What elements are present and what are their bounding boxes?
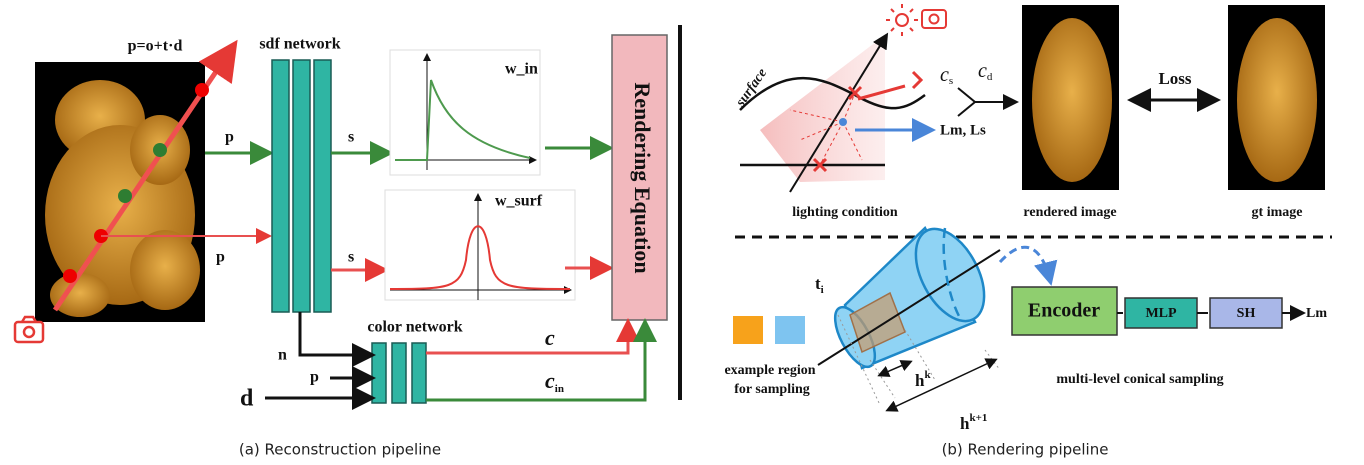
figure: p=o+t·d p p sdf network s s w_in w_surf … [0,0,1364,465]
color-input: p [310,369,319,386]
weight-label: w_in [505,61,538,78]
rendered-image [1022,5,1119,190]
input-label: p [225,129,234,146]
caption: (b) Rendering pipeline [942,441,1109,459]
specular-label: cs [940,64,953,87]
dashed-arrow [1000,247,1050,280]
weight-plot [385,190,575,300]
module-label: MLP [1145,306,1177,321]
panel-label: gt image [1252,205,1303,220]
arrow [300,312,370,355]
loss-label: Loss [1158,69,1191,88]
color-input: n [278,347,287,364]
sample-point [839,118,847,126]
gt-image [1228,5,1325,190]
height-label: hk+1 [960,412,987,433]
sampling-label: multi-level conical sampling [1056,372,1223,387]
module-label: Encoder [1028,300,1100,322]
region-label: for sampling [734,382,810,397]
ray-equation: p=o+t·d [128,38,183,55]
region-swatch [775,316,805,344]
panel-label: lighting condition [792,205,898,220]
region-label: example region [724,363,815,378]
separator [678,25,682,400]
sdf-output: s [348,129,354,146]
camera-icon [15,317,43,342]
surface-label: surface [733,66,770,110]
sdf-output: s [348,249,354,266]
color-output: c [545,325,555,350]
renderer-label: Rendering Equation [630,82,655,273]
sdf-network [272,60,331,312]
caption: (a) Reconstruction pipeline [239,441,441,459]
output-label: Lm [1306,306,1327,321]
module-label: SH [1237,306,1256,321]
region-swatch [733,316,763,344]
color-input: d [240,386,254,412]
sample-label: ti [815,274,824,296]
input-label: p [216,249,225,266]
color-network [372,343,426,403]
merge-arrow [958,88,1015,116]
weight-label: w_surf [495,193,543,210]
color-network-label: color network [367,319,462,336]
arrow-head [913,72,921,88]
panel-label: rendered image [1023,205,1116,220]
sun-camera-icon [886,4,946,36]
light-terms: Lm, Ls [940,122,986,138]
diffuse-label: cd [978,60,993,83]
cone-diagram [818,218,1000,410]
color-output: cin [545,368,564,394]
sdf-network-label: sdf network [259,36,340,53]
height-label: hk [915,369,931,390]
